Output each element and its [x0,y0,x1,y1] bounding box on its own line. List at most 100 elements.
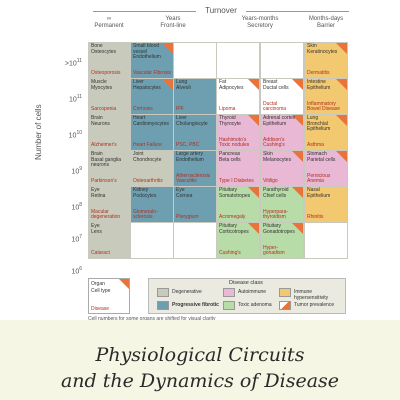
disease-label: Lipoma [219,106,236,113]
y-tick-label: >1011 [64,58,82,68]
organ-cell: Pituitary Corticotropes Cushing's [216,222,260,259]
book-title-line-2: and the Dynamics of Disease [60,370,340,392]
key-box: Organ Cell type Disease [88,278,130,314]
organ-cell: Eye Retina Macular degeneration [88,186,132,223]
organ-cell: Eye Lens Cataract [88,222,132,259]
tumor-prevalence-marker [248,115,259,126]
legend-swatch-fibrotic [157,301,169,310]
organ-cell-type-label: Eye Cornea [176,187,193,199]
organ-cell [173,222,217,259]
organ-cell: Intestine Epithelium Inflammatory Bowel D… [304,78,348,115]
disease-label: Osteoporosis [91,70,121,77]
tumor-prevalence-marker [292,115,303,126]
column-header-front-line: Years Front-line [160,16,186,29]
organ-cell [260,42,304,79]
organ-cell: Brain Basal ganglia neurons Parkinson's [88,150,132,187]
tumor-prevalence-marker [336,151,347,162]
organ-cell-type-label: Muscle Myocytes [91,79,113,91]
organ-cell: Large artery Endothelium Atherosclerosis … [173,150,217,187]
column-header-secretory: Years-months Secretory [241,16,279,29]
legend-swatch-toxic [223,301,235,310]
disease-label: Atherosclerosis Vasculitis [176,172,211,185]
y-tick-label: 1011 [69,94,82,104]
disease-label: PSC, PBC [176,142,200,149]
disease-label: Hyper- gonadism [263,244,285,257]
disease-label: Hyperpara- thyroidism [263,208,289,221]
organ-cell [173,42,217,79]
disease-label: Type I Diabetes [219,178,254,185]
tumor-prevalence-marker [292,187,303,198]
organ-cell: Pituitary Gonadotropes Hyper- gonadism [260,222,304,259]
tumor-prevalence-marker [248,79,259,90]
organ-cell: Skin Keratinocytes Dermatitis [304,42,348,79]
organ-cell: Nasal Epithelium Rhinitis [304,186,348,223]
tumor-prevalence-marker [292,151,303,162]
organ-cell-type-label: Skin Keratinocytes [307,43,338,55]
legend-label: Toxic adenoma [238,302,272,308]
disease-label: Osteoarthritis [133,178,163,185]
tumor-prevalence-marker [248,223,259,234]
tumor-prevalence-marker [162,79,173,90]
tumor-prevalence-marker [162,43,173,54]
organ-cell: Adrenal cortex Epithelium Addison's Cushi… [260,114,304,151]
organ-cell: Breast Ductal cells Ductal carcinoma [260,78,304,115]
tumor-prevalence-marker [248,187,259,198]
disease-label: Alzheimer's [91,142,117,149]
disease-label: Hashimoto's Toxic nodules [219,136,250,149]
y-tick-label: 107 [71,234,82,244]
organ-cell-type-label: Pituitary Corticotropes [219,223,249,235]
key-disease: Disease [91,306,110,312]
organ-cell-type-label: Joint Chondrocyte [133,151,162,163]
organ-cell: Heart Cardiomyocytes Heart Failure [130,114,174,151]
organ-cell-type-label: Lung Alveoli [176,79,191,91]
organ-cell: Bone Osteocytes Osteoporosis [88,42,132,79]
legend-label: Progressive fibrotic [172,302,219,308]
organ-cell-type-label: Stomach Parietal cells [307,151,336,163]
legend-box: Disease class Degenerative Autoimmune Immu… [148,278,346,314]
organ-cell: Eye Cornea Pterygium [173,186,217,223]
organ-cell-type-label: Nasal Epithelium [307,187,331,199]
organ-cell-type-label: Bone Osteocytes [91,43,117,55]
organ-cell-type-label: Large artery Endothelium [176,151,204,163]
organ-cell-type-label: Parathyroid Chief cells [263,187,289,199]
tumor-prevalence-marker [336,43,347,54]
organ-cell-type-label: Eye Lens [91,223,102,235]
organ-cell: Pituitary Somatotropes Acromegaly [216,186,260,223]
organ-cell-type-label: Lung Bronchial Epithelium [307,115,331,133]
organ-cell-type-label: Kidney Podocytes [133,187,157,199]
legend-swatch-degenerative [157,288,169,297]
y-tick-label: 108 [71,202,82,212]
organ-cell-type-label: Pituitary Somatotropes [219,187,251,199]
organ-cell: Stomach Parietal cells Pernicious Anemia [304,150,348,187]
organ-cell: Liver Hepatocytes Cirrhosis [130,78,174,115]
organ-cell [304,222,348,259]
y-tick-label: 106 [71,266,82,276]
organ-cell: Thyroid Thyrocyte Hashimoto's Toxic nodul… [216,114,260,151]
organ-cell-type-label: Pancreas Beta cells [219,151,241,163]
organ-cell-type-label: Thyroid Thyrocyte [219,115,241,127]
legend-label: Autoimmune [238,289,267,295]
tumor-prevalence-marker [292,223,303,234]
organ-cell: Joint Chondrocyte Osteoarthritis [130,150,174,187]
legend-label: Immune hypersensitivity [294,289,329,301]
organ-cell-type-label: Liver Hepatocytes [133,79,161,91]
organ-cell [216,42,260,79]
footnote: Cell numbers for some organs are shifted… [88,316,216,322]
organ-cell-type-label: Adrenal cortex Epithelium [263,115,296,127]
organ-cell: Muscle Myocytes Sarcopenia [88,78,132,115]
organ-cell: Fat Adipocytes Lipoma [216,78,260,115]
disease-label: Rhinitis [307,214,324,221]
disease-label: Glomerulo- sclerosis [133,208,158,221]
organ-cell: Small blood vessel Endothelium Vascular F… [130,42,174,79]
organ-cell-type-label: Heart Cardiomyocytes [133,115,169,127]
cover-title-area: Physiological Circuits and the Dynamics … [0,320,400,400]
organ-cell: Kidney Podocytes Glomerulo- sclerosis [130,186,174,223]
tumor-prevalence-marker [292,79,303,90]
disease-label: Dermatitis [307,70,330,77]
disease-label: Heart Failure [133,142,162,149]
disease-label: Cushing's [219,250,241,257]
organ-cell-type-label: Eye Retina [91,187,106,199]
organ-cell-type-label: Brain Basal ganglia neurons [91,151,122,169]
disease-label: Cataract [91,250,110,257]
organ-cell-type-label: Fat Adipocytes [219,79,244,91]
